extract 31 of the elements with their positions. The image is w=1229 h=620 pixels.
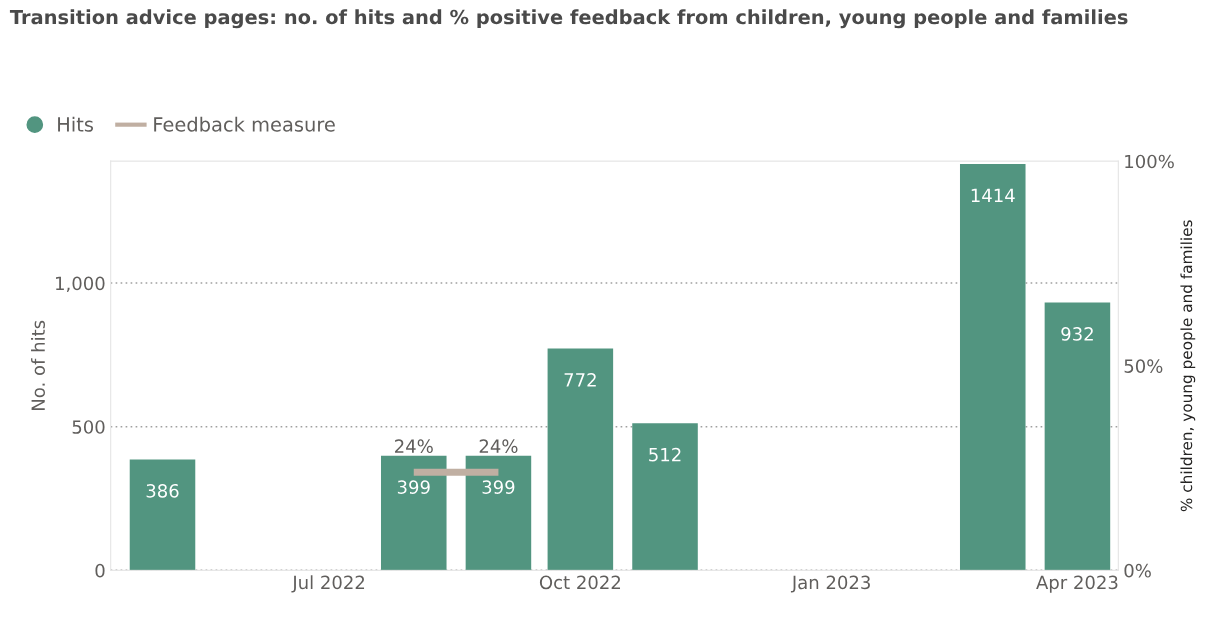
x-tick-label: Oct 2022: [539, 575, 621, 590]
data-label: 399: [397, 480, 430, 494]
bar: [380, 455, 447, 571]
data-label: 24%: [395, 439, 433, 453]
y-tick-label: 500: [72, 420, 105, 434]
y-tick-label: 1,000: [56, 276, 105, 292]
bar: [959, 164, 1026, 571]
data-label: 386: [146, 483, 179, 498]
data-label: 512: [649, 447, 681, 462]
x-tick-label: Jan 2023: [790, 575, 870, 593]
legend-label: Hits: [58, 116, 94, 132]
bar: [129, 459, 196, 571]
data-label: 1414: [971, 188, 1015, 202]
bar: [1044, 302, 1111, 571]
data-label: 24%: [479, 439, 518, 453]
y2-tick-label: 50%: [1124, 359, 1163, 373]
data-label: 932: [1061, 327, 1093, 341]
data-label: 399: [482, 480, 515, 494]
x-tick-label: Apr 2023: [1036, 575, 1118, 593]
legend-label: Feedback measure: [154, 116, 335, 132]
y-axis-title: No. of hits: [31, 320, 46, 410]
x-tick-label: Jul 2022: [291, 575, 365, 593]
y2-tick-label: 0%: [1124, 563, 1151, 578]
y-tick-label: 0: [95, 563, 105, 578]
chart-title: Transition advice pages: no. of hits and % positive feedback from children, young people and families: [9, 9, 1128, 29]
bar: [547, 348, 614, 571]
bar: [632, 423, 698, 571]
bar: [465, 455, 532, 571]
y2-tick-label: 100%: [1125, 154, 1174, 169]
y2-axis-title: % children, young people and families: [1180, 220, 1196, 512]
data-label: 772: [564, 373, 596, 387]
